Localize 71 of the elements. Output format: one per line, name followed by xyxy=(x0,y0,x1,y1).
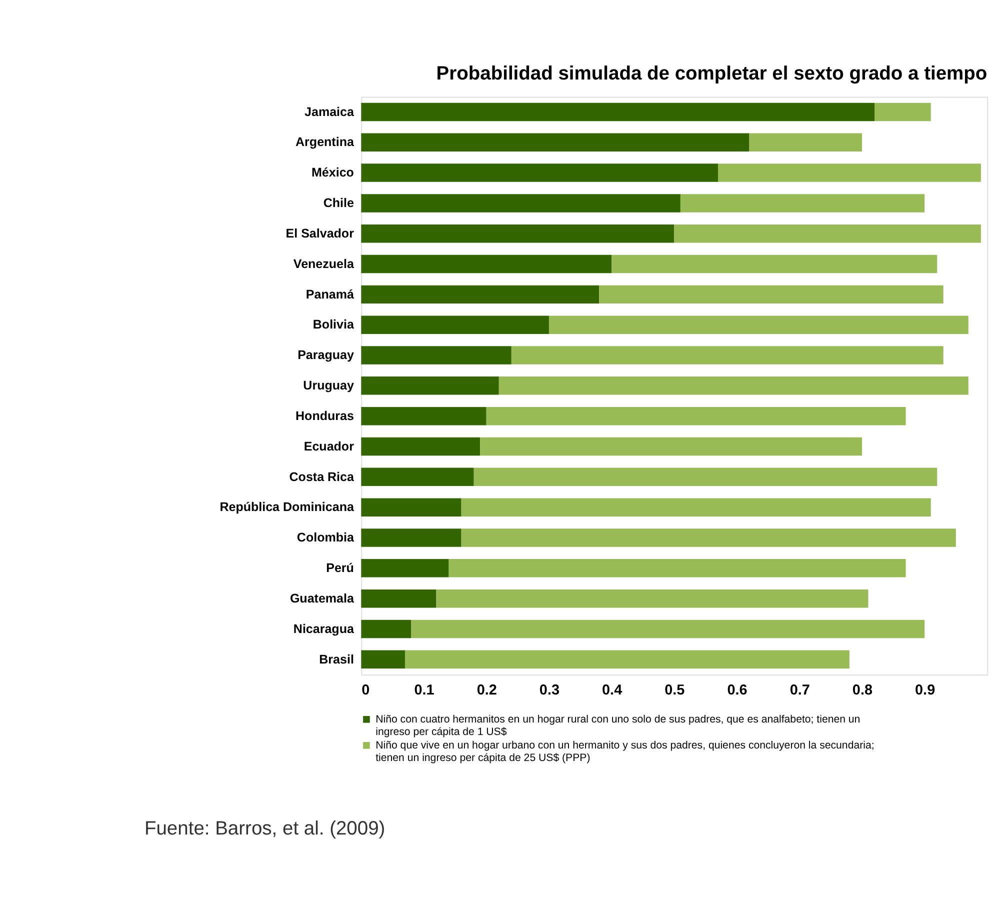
bar xyxy=(436,589,868,608)
x-tick-label: 0 xyxy=(362,682,370,698)
y-tick-label: Nicaragua xyxy=(293,622,355,636)
bar xyxy=(361,224,674,243)
bar xyxy=(361,285,600,304)
y-tick-label: Costa Rica xyxy=(289,470,355,484)
bar xyxy=(361,376,499,395)
bar xyxy=(361,194,680,212)
bar xyxy=(411,620,925,638)
x-tick-label: 0.4 xyxy=(602,682,622,698)
bar xyxy=(749,133,862,152)
bar xyxy=(361,164,718,182)
bar xyxy=(461,528,956,547)
y-tick-label: Jamaica xyxy=(304,104,355,119)
y-tick-label: Bolivia xyxy=(312,318,355,332)
x-tick-label: 0.6 xyxy=(727,682,748,698)
x-tick-label: 0.8 xyxy=(852,682,872,698)
legend-label: Niño con cuatro hermanitos en un hogar rural con uno solo de sus padres, que es analfabeto; tienen un ingreso per cápita de 1 US$ xyxy=(376,713,860,738)
bar xyxy=(718,164,981,182)
legend-label: Niño que vive en un hogar urbano con un hermanito y sus dos padres, quienes concluyeron la secundaria; tienen un ingreso per cápita de 25 US$ (PPP) xyxy=(376,739,874,764)
y-tick-label: Argentina xyxy=(296,135,355,150)
x-tick-label: 0.3 xyxy=(539,682,560,698)
bar xyxy=(498,376,968,395)
y-tick-label: Paraguay xyxy=(298,348,354,362)
y-tick-label: Ecuador xyxy=(304,439,354,454)
bar xyxy=(599,285,944,304)
y-tick-label: Uruguay xyxy=(303,378,354,393)
source-note: Fuente: Barros, et al. (2009) xyxy=(144,818,386,840)
bar xyxy=(474,468,938,486)
bar xyxy=(480,437,862,456)
bar xyxy=(361,437,480,456)
x-tick-label: 0.7 xyxy=(790,682,810,698)
bar xyxy=(612,254,938,274)
bar xyxy=(361,254,612,274)
bar xyxy=(361,468,474,486)
bar xyxy=(361,650,405,669)
x-tick-label: 0.9 xyxy=(915,682,936,698)
bar xyxy=(361,316,549,334)
bar xyxy=(361,498,462,516)
bar xyxy=(680,194,925,212)
bar xyxy=(874,102,931,122)
bar xyxy=(548,316,968,334)
bar xyxy=(511,346,944,364)
bar xyxy=(448,559,906,578)
bar xyxy=(674,224,981,243)
y-tick-label: Chile xyxy=(323,196,354,210)
y-tick-label: Venezuela xyxy=(293,256,355,271)
chart-title: Probabilidad simulada de completar el sexto grado a tiempo xyxy=(436,63,988,84)
y-tick-label: Perú xyxy=(326,561,354,576)
bar xyxy=(404,650,850,669)
y-tick-label: El Salvador xyxy=(286,226,354,240)
y-tick-label: México xyxy=(312,166,354,180)
bar xyxy=(361,406,486,426)
y-tick-label: Panamá xyxy=(306,287,354,302)
bar xyxy=(361,346,512,364)
bar xyxy=(486,406,906,426)
y-tick-label: Colombia xyxy=(296,530,355,545)
bar xyxy=(361,559,449,578)
x-tick-label: 0.1 xyxy=(414,682,434,698)
bar xyxy=(361,528,462,547)
bar xyxy=(361,102,874,122)
bar xyxy=(361,620,412,638)
y-tick-label: Guatemala xyxy=(290,591,355,606)
y-tick-label: Honduras xyxy=(296,408,354,423)
bar xyxy=(461,498,931,516)
bar xyxy=(361,133,750,152)
y-tick-label: Brasil xyxy=(319,652,354,666)
bar xyxy=(361,589,436,608)
x-tick-label: 0.2 xyxy=(476,682,497,698)
y-tick-label: República Dominicana xyxy=(220,500,355,514)
x-tick-label: 0.5 xyxy=(664,682,685,698)
